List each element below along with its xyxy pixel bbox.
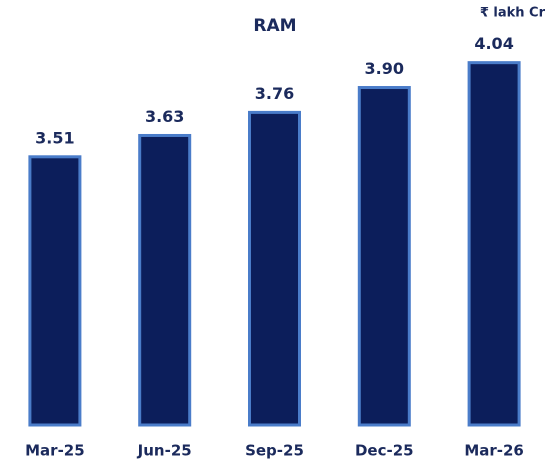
bar — [357, 86, 411, 427]
x-tick-label: Mar-25 — [25, 442, 85, 460]
data-label: 4.04 — [474, 34, 513, 53]
x-tick-label: Jun-25 — [137, 442, 192, 460]
bar — [467, 61, 521, 427]
bar — [28, 155, 82, 427]
data-label: 3.63 — [145, 107, 184, 126]
data-label: 3.51 — [35, 128, 74, 147]
chart-title: RAM — [253, 16, 296, 36]
bar — [248, 110, 301, 427]
x-tick-label: Dec-25 — [355, 442, 414, 460]
data-label: 3.90 — [365, 59, 404, 78]
x-tick-label: Mar-26 — [464, 442, 524, 460]
data-label: 3.76 — [255, 84, 294, 103]
bar — [138, 133, 192, 427]
x-tick-label: Sep-25 — [245, 442, 304, 460]
unit-label: ₹ lakh Cr — [480, 6, 546, 21]
